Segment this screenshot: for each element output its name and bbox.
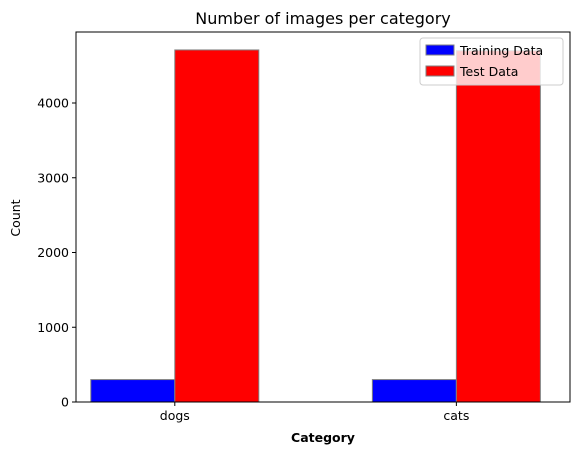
y-tick-label: 4000	[37, 96, 69, 111]
legend: Training Data Test Data	[419, 37, 564, 86]
x-tick-label: cats	[443, 408, 469, 423]
legend-label: Test Data	[459, 64, 518, 79]
y-tick-label: 3000	[37, 170, 69, 185]
bar-test-data-dogs	[174, 49, 260, 403]
y-tick-label: 1000	[37, 320, 69, 335]
bar-training-data-cats	[371, 379, 457, 403]
legend-swatch	[425, 65, 455, 77]
legend-label: Training Data	[459, 43, 543, 58]
plot-area: dogs cats 0 1000 2000 3000 4000	[37, 31, 571, 423]
x-axis-label: Category	[291, 430, 355, 445]
y-tick-label: 0	[61, 395, 69, 410]
axes-frame	[75, 31, 571, 403]
x-tick-label: dogs	[160, 408, 190, 423]
y-tick-label: 2000	[37, 245, 69, 260]
chart-title: Number of images per category	[195, 9, 451, 28]
legend-box	[419, 37, 564, 86]
bar-training-data-dogs	[90, 379, 176, 403]
legend-swatch	[425, 44, 455, 56]
y-axis-label: Count	[8, 199, 23, 236]
bar-test-data-cats	[455, 50, 541, 403]
